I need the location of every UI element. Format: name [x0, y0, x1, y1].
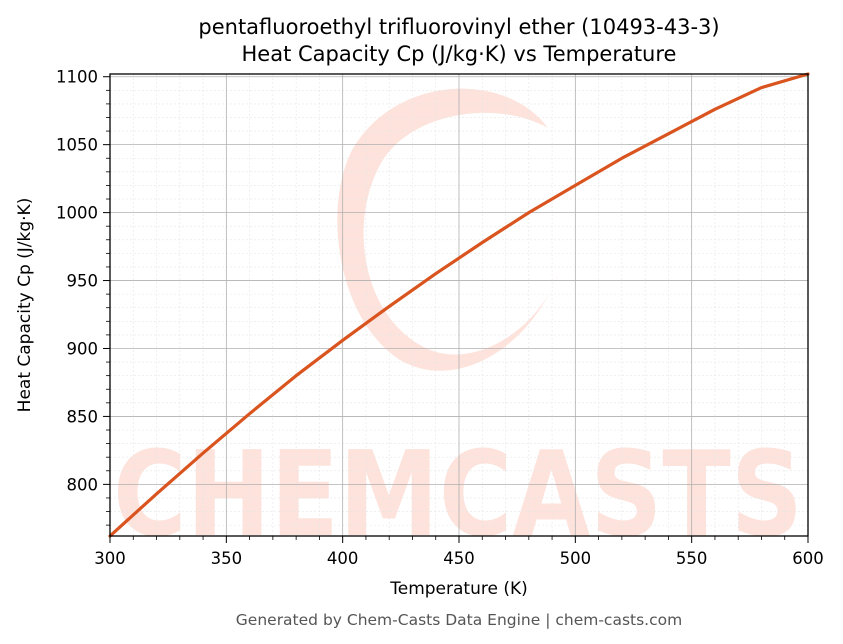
- y-tick-label: 800: [67, 475, 99, 494]
- chart-title-line1: pentafluoroethyl trifluorovinyl ether (1…: [198, 15, 719, 39]
- x-tick-label: 400: [327, 549, 359, 568]
- footer-credit: Generated by Chem-Casts Data Engine | ch…: [236, 611, 682, 629]
- x-tick-label: 350: [211, 549, 243, 568]
- x-tick-labels: 300 350 400 450 500 550 600: [94, 549, 824, 568]
- y-tick-label: 1100: [56, 68, 98, 87]
- x-axis-label: Temperature (K): [389, 579, 528, 599]
- major-grid: [110, 74, 808, 536]
- y-tick-label: 850: [67, 407, 99, 426]
- x-tick-label: 600: [792, 549, 824, 568]
- axis-ticks: [103, 76, 809, 543]
- watermark-logo-swirl: [337, 88, 560, 371]
- y-tick-label: 900: [67, 339, 99, 358]
- y-tick-labels: 800 850 900 950 1000 1050 1100: [56, 68, 98, 495]
- chart-title-line2: Heat Capacity Cp (J/kg·K) vs Temperature: [242, 42, 677, 66]
- y-tick-label: 1000: [56, 204, 98, 223]
- x-tick-label: 450: [443, 549, 475, 568]
- x-tick-label: 500: [560, 549, 592, 568]
- watermark-text: CHEMCASTS: [113, 425, 803, 563]
- y-axis-label: Heat Capacity Cp (J/kg·K): [15, 198, 35, 413]
- y-tick-label: 1050: [56, 136, 98, 155]
- watermark: CHEMCASTS: [113, 88, 803, 563]
- x-tick-label: 550: [676, 549, 708, 568]
- series-line: [108, 72, 810, 538]
- y-tick-label: 950: [67, 272, 99, 291]
- x-tick-label: 300: [94, 549, 126, 568]
